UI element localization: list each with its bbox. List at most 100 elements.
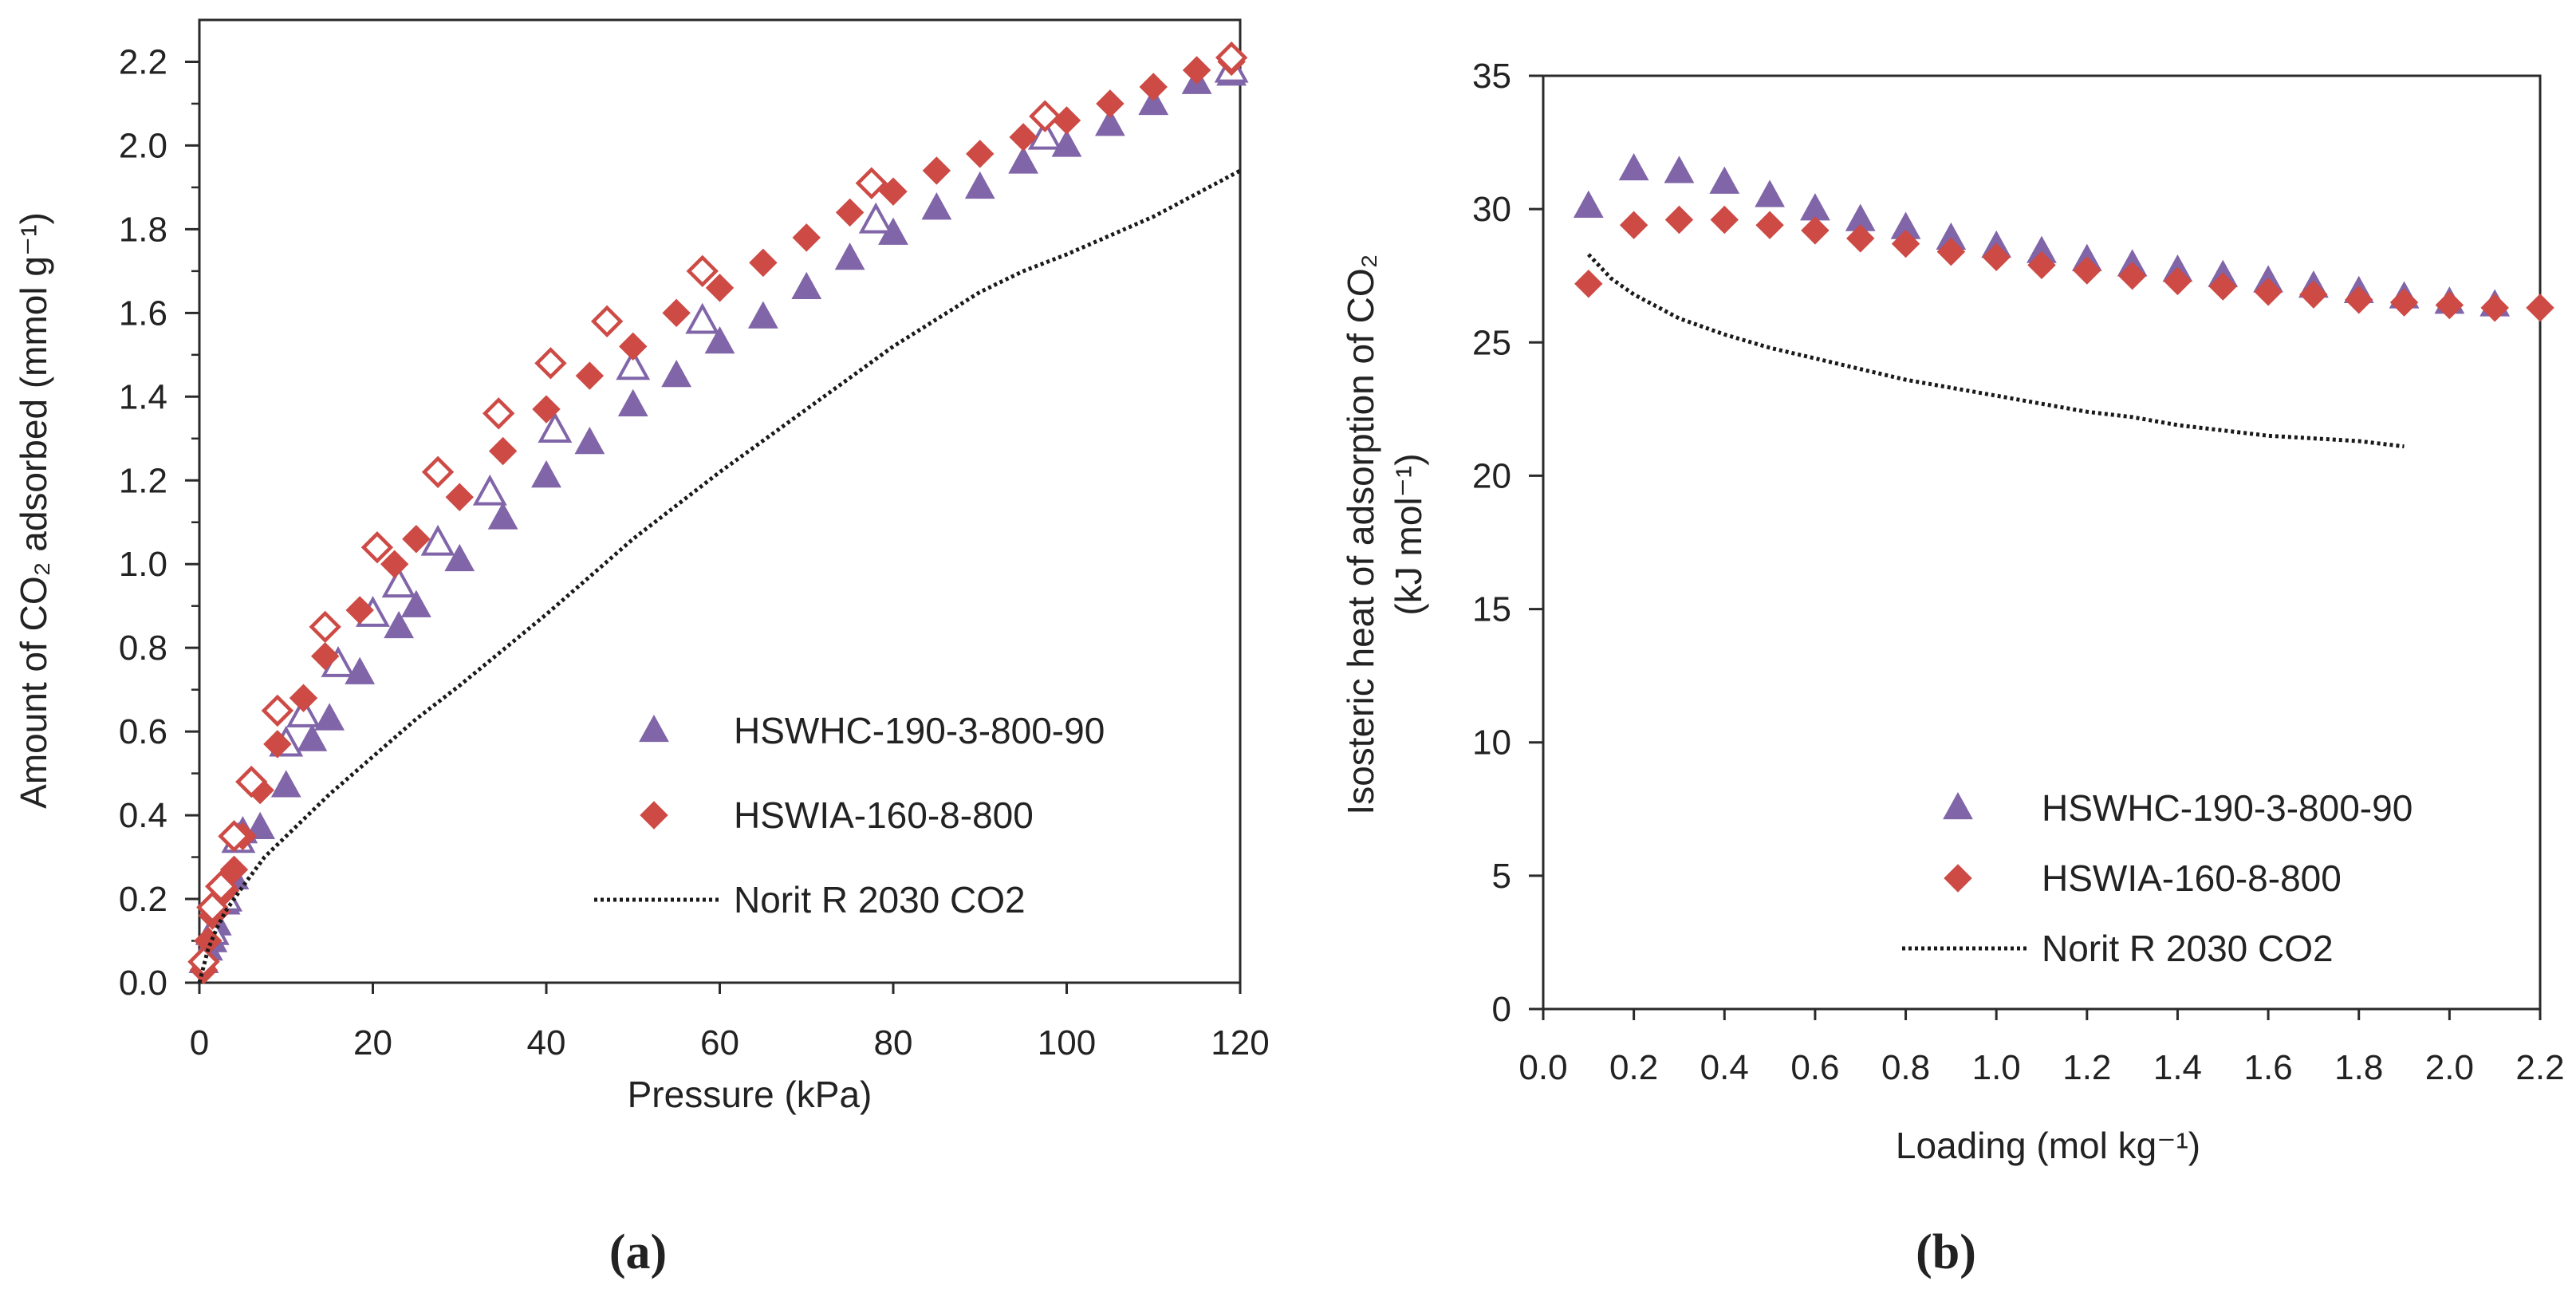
- hswia-open-point-a: [590, 305, 624, 338]
- hswhc-point-a: [1008, 146, 1039, 174]
- hswia-point-a: [380, 550, 409, 578]
- y-axis-label-b-line1: Isosteric heat of adsorption of CO₂: [1340, 254, 1381, 814]
- x-tick-label-b: 0.8: [1881, 1048, 1930, 1087]
- legend-label-a: HSWIA-160-8-800: [734, 794, 1034, 836]
- hswia-point-a: [662, 298, 691, 328]
- y-tick-label-a: 1.2: [119, 461, 167, 500]
- hswhc-open-point-a: [381, 566, 416, 598]
- hswia-point-a: [488, 436, 518, 466]
- legend-swatch-hswia-a: [640, 801, 668, 830]
- hswhc-point-b: [1709, 166, 1740, 194]
- hswhc-point-a: [314, 703, 345, 731]
- hswia-point-a: [619, 332, 648, 361]
- hswhc-open-point-a: [472, 474, 507, 506]
- hswia-point-b: [2299, 280, 2328, 309]
- hswia-point-b: [1801, 216, 1830, 245]
- panel-label-b: (b): [1916, 1225, 1976, 1279]
- hswia-open-point-a: [205, 870, 238, 903]
- hswia-point-a: [1009, 123, 1038, 152]
- y-tick-label-a: 1.4: [119, 377, 167, 416]
- legend-swatch-hswhc-b: [1943, 791, 1973, 820]
- hswia-open-point-a: [218, 820, 250, 853]
- x-axis-label-a: Pressure (kPa): [628, 1074, 872, 1115]
- hswia-point-a: [1182, 56, 1211, 85]
- hswia-point-b: [1619, 211, 1648, 239]
- hswia-point-a: [879, 177, 908, 206]
- hswia-point-a: [445, 483, 474, 511]
- hswhc-point-b: [1573, 190, 1604, 218]
- hswia-open-point-a: [483, 397, 515, 430]
- hswia-point-b: [1982, 242, 2011, 272]
- hswia-point-b: [2073, 256, 2101, 285]
- hswhc-point-a: [270, 770, 301, 798]
- hswia-point-a: [792, 223, 821, 252]
- hswhc-open-point-a: [420, 524, 455, 556]
- hswia-point-b: [1710, 205, 1739, 235]
- panel-label-a: (a): [609, 1225, 667, 1279]
- hswia-point-b: [2480, 294, 2509, 322]
- hswhc-open-point-a: [858, 202, 893, 234]
- hswia-open-point-a: [360, 531, 394, 564]
- hswhc-point-a: [921, 192, 952, 220]
- y-tick-label-a: 0.0: [119, 964, 167, 1003]
- y-tick-label-a: 1.6: [119, 294, 167, 333]
- hswia-point-a: [922, 156, 951, 185]
- hswhc-point-b: [1800, 193, 1830, 221]
- chart-panel-b: 0.0 0.2 0.4 0.6 0.8 1.0 1.2 1.4 1.6 1.8 2.0 2.2 0 5 10…: [1340, 57, 2565, 1279]
- hswia-point-a: [575, 361, 605, 390]
- series-b-0: [1573, 152, 2511, 317]
- hswhc-point-a: [444, 543, 475, 572]
- hswhc-point-a: [791, 271, 822, 300]
- hswia-open-point-a: [1215, 41, 1248, 74]
- hswhc-point-a: [964, 171, 995, 199]
- hswhc-point-a: [1051, 129, 1082, 157]
- hswia-point-a: [1052, 106, 1081, 135]
- x-tick-label-b: 0.4: [1700, 1048, 1749, 1087]
- hswia-point-a: [532, 395, 561, 424]
- legend-swatch-hswia-b: [1944, 864, 1972, 893]
- y-tick-label-a: 0.8: [119, 629, 167, 668]
- series-b-1: [1574, 205, 2554, 322]
- hswhc-open-point-a: [616, 349, 651, 380]
- norit-curve-a: [197, 168, 1242, 984]
- series-a-3: [187, 41, 1248, 978]
- hswia-point-b: [2117, 262, 2147, 290]
- y-tick-label-b: 0: [1492, 990, 1511, 1029]
- hswhc-point-a: [574, 426, 605, 455]
- hswia-point-b: [2389, 288, 2419, 317]
- hswia-point-a: [310, 641, 340, 671]
- legend-label-b: HSWIA-160-8-800: [2042, 857, 2342, 899]
- hswhc-point-a: [747, 301, 778, 329]
- plot-area-a: 0 20 40 60 80 100 120 0.0 0.2 0.4 0.6 0.8 1.0 1.2 1.4 1…: [119, 18, 1270, 1062]
- x-tick-label-b: 0.0: [1518, 1048, 1567, 1087]
- hswia-point-b: [2208, 272, 2237, 301]
- legend-swatch-hswhc-a: [639, 714, 669, 743]
- x-tick-label-a: 40: [527, 1023, 566, 1062]
- hswia-point-b: [1936, 237, 1966, 266]
- y-tick-label-b: 30: [1472, 190, 1511, 229]
- x-tick-label-a: 100: [1038, 1023, 1096, 1062]
- x-axis-label-b: Loading (mol kg⁻¹): [1896, 1125, 2200, 1166]
- legend-label-a: HSWHC-190-3-800-90: [734, 710, 1105, 751]
- hswia-point-a: [402, 525, 431, 554]
- y-tick-label-b: 35: [1472, 57, 1511, 96]
- y-tick-label-b: 20: [1472, 456, 1511, 495]
- hswhc-open-point-a: [685, 302, 720, 334]
- plot-frame-a: [198, 18, 1242, 984]
- x-tick-label-b: 2.2: [2515, 1048, 2564, 1087]
- hswia-point-b: [2526, 294, 2554, 322]
- x-tick-label-a: 0: [190, 1023, 209, 1062]
- plot-frame-b: [1542, 74, 2542, 1011]
- hswia-point-b: [2163, 266, 2192, 296]
- hswhc-point-a: [384, 610, 415, 639]
- x-tick-label-b: 1.4: [2153, 1048, 2202, 1087]
- series-a-0: [188, 58, 1247, 973]
- x-tick-label-a: 120: [1211, 1023, 1269, 1062]
- legend-a: HSWHC-190-3-800-90 HSWIA-160-8-800 Norit R…: [594, 710, 1105, 920]
- y-tick-label-b: 10: [1472, 723, 1511, 763]
- hswia-point-a: [966, 140, 995, 168]
- hswia-point-a: [219, 855, 249, 885]
- series-a-2: [189, 47, 1246, 984]
- x-tick-label-a: 60: [700, 1023, 739, 1062]
